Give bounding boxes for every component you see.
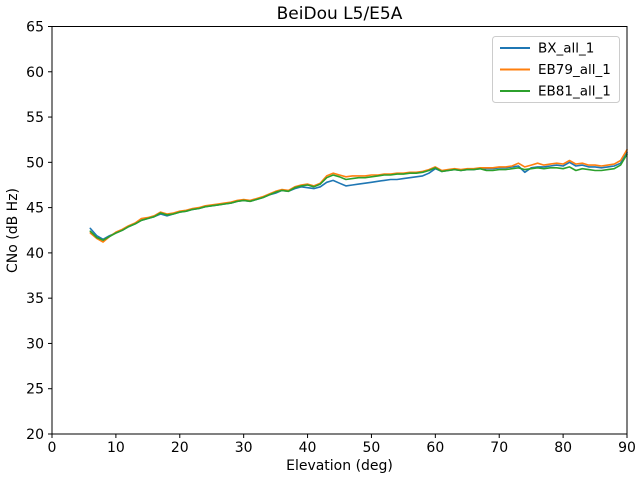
x-tick-label: 70 [490, 440, 508, 456]
y-tick-label: 45 [26, 201, 44, 217]
y-tick-label: 60 [26, 65, 44, 81]
x-tick-label: 80 [554, 440, 572, 456]
data-series [89, 148, 628, 243]
axis-ticks: 0 10 20 30 40 50 60 70 80 90 20 25 30 35 40 45 50 55 60 65 [26, 20, 636, 457]
y-tick-label: 30 [26, 336, 44, 352]
legend: BX_all_1 EB79_all_1 EB81_all_1 [492, 36, 620, 103]
x-tick-label: 10 [107, 440, 125, 456]
x-tick-label: 20 [171, 440, 189, 456]
y-tick-label: 55 [26, 110, 44, 126]
legend-label-eb79: EB79_all_1 [538, 62, 611, 78]
y-tick-label: 40 [26, 246, 44, 262]
series-line-eb79_all_1 [89, 148, 628, 243]
x-tick-label: 60 [426, 440, 444, 456]
legend-box [492, 36, 620, 103]
y-tick-label: 25 [26, 382, 44, 398]
y-tick-label: 50 [26, 155, 44, 171]
series-line-eb81_all_1 [89, 153, 628, 241]
plot-border [51, 26, 628, 435]
x-tick-label: 40 [299, 440, 317, 456]
chart-title: BeiDou L5/E5A [277, 4, 403, 24]
legend-label-eb81: EB81_all_1 [538, 84, 611, 100]
y-tick-label: 35 [26, 291, 44, 307]
x-tick-label: 30 [235, 440, 253, 456]
legend-label-bx: BX_all_1 [538, 41, 594, 57]
y-axis-label: CNo (dB Hz) [5, 188, 21, 273]
x-tick-label: 0 [48, 440, 57, 456]
x-tick-label: 90 [618, 440, 636, 456]
x-tick-label: 50 [363, 440, 381, 456]
x-axis-label: Elevation (deg) [286, 458, 393, 474]
y-tick-label: 20 [26, 427, 44, 443]
y-tick-label: 65 [26, 20, 44, 36]
